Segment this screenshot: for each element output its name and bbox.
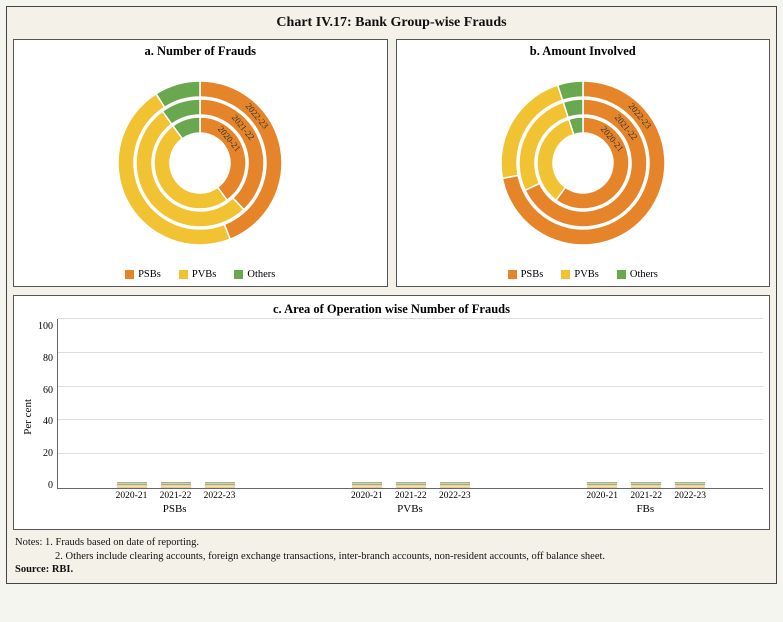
legend-pvbs-b-label: PVBs [574, 269, 599, 280]
x-year-label: 2021-22 [630, 491, 660, 501]
main-title: Chart IV.17: Bank Group-wise Frauds [13, 11, 770, 39]
panel-a: a. Number of Frauds 2020-212021-222022-2… [13, 39, 388, 287]
legend-psbs: PSBs [125, 269, 161, 280]
x-year-label: 2021-22 [395, 491, 425, 501]
legend-others-b-label: Others [630, 269, 658, 280]
grid-line [58, 386, 763, 387]
swatch-pvbs-b [561, 270, 570, 279]
x-label-group: 2020-21 2021-22 2022-23 [57, 489, 292, 501]
panel-c: c. Area of Operation wise Number of Frau… [13, 295, 770, 530]
panel-a-donut: 2020-212021-222022-23 [20, 61, 381, 265]
bar-segment [675, 487, 705, 488]
bar-segment [631, 487, 661, 488]
swatch-psbs [125, 270, 134, 279]
swatch-psbs-b [508, 270, 517, 279]
legend-pvbs-b: PVBs [561, 269, 599, 280]
bar-segment [205, 487, 235, 488]
donut-slice [557, 81, 582, 100]
panel-a-title: a. Number of Frauds [20, 44, 381, 59]
x-group-label: PSBs [57, 503, 292, 515]
y-axis-label: Per cent [20, 399, 34, 435]
bar-segment [396, 487, 426, 488]
notes: Notes: 1. Frauds based on date of report… [13, 530, 770, 577]
plot: 2020-21 2021-22 2022-23 2020-21 2021-22 2022-… [57, 319, 763, 515]
x-year-label: 2020-21 [586, 491, 616, 501]
stacked-bar [631, 482, 661, 488]
note-2: 2. Others include clearing accounts, for… [15, 550, 768, 564]
stacked-bar [352, 482, 382, 488]
legend-others-label: Others [247, 269, 275, 280]
top-row: a. Number of Frauds 2020-212021-222022-2… [13, 39, 770, 287]
bar-group [528, 482, 763, 488]
y-tick: 100 [38, 321, 53, 332]
y-axis-ticks: 100 80 60 40 20 0 [34, 321, 57, 491]
stacked-bar [675, 482, 705, 488]
panel-c-plot-area: Per cent 100 80 60 40 20 0 2020-21 2021-22 2022… [20, 319, 763, 515]
panel-a-legend: PSBs PVBs Others [20, 265, 381, 282]
legend-psbs-label: PSBs [138, 269, 161, 280]
swatch-others-b [617, 270, 626, 279]
x-group-label: PVBs [292, 503, 527, 515]
bar-segment [117, 487, 147, 488]
x-group-labels: PSBsPVBsFBs [57, 503, 763, 515]
swatch-pvbs [179, 270, 188, 279]
bar-group [58, 482, 293, 488]
grid-line [58, 453, 763, 454]
stacked-bar [205, 482, 235, 488]
panel-b: b. Amount Involved 2020-212021-222022-23… [396, 39, 771, 287]
legend-pvbs: PVBs [179, 269, 217, 280]
x-year-label: 2022-23 [674, 491, 704, 501]
panel-b-legend: PSBs PVBs Others [403, 265, 764, 282]
stacked-bar [117, 482, 147, 488]
stacked-bar [396, 482, 426, 488]
stacked-bar [161, 482, 191, 488]
grid-line [58, 352, 763, 353]
legend-pvbs-label: PVBs [192, 269, 217, 280]
plot-inner [57, 319, 763, 489]
x-year-label: 2022-23 [204, 491, 234, 501]
x-year-label: 2022-23 [439, 491, 469, 501]
y-tick: 0 [38, 480, 53, 491]
bar-segment [352, 487, 382, 488]
legend-psbs-b: PSBs [508, 269, 544, 280]
chart-container: Chart IV.17: Bank Group-wise Frauds a. N… [6, 6, 777, 584]
stacked-bar [440, 482, 470, 488]
x-label-group: 2020-21 2021-22 2022-23 [292, 489, 527, 501]
legend-others-b: Others [617, 269, 658, 280]
bars-row [58, 319, 763, 488]
note-1: Notes: 1. Frauds based on date of report… [15, 536, 768, 550]
x-year-labels: 2020-21 2021-22 2022-23 2020-21 2021-22 2022-… [57, 489, 763, 501]
panel-c-legend [20, 515, 763, 523]
stacked-bar [587, 482, 617, 488]
y-tick: 80 [38, 353, 53, 364]
x-year-label: 2021-22 [160, 491, 190, 501]
x-year-label: 2020-21 [116, 491, 146, 501]
legend-psbs-b-label: PSBs [521, 269, 544, 280]
bar-group [293, 482, 528, 488]
y-tick: 60 [38, 385, 53, 396]
panel-b-title: b. Amount Involved [403, 44, 764, 59]
x-year-label: 2020-21 [351, 491, 381, 501]
bar-segment [440, 487, 470, 488]
y-tick: 20 [38, 448, 53, 459]
swatch-others [234, 270, 243, 279]
panel-c-title: c. Area of Operation wise Number of Frau… [20, 302, 763, 317]
bar-segment [587, 487, 617, 488]
grid-line [58, 419, 763, 420]
y-tick: 40 [38, 416, 53, 427]
source: Source: RBI. [15, 563, 768, 577]
source-text: Source: RBI. [15, 564, 73, 575]
bar-segment [161, 487, 191, 488]
x-group-label: FBs [528, 503, 763, 515]
x-label-group: 2020-21 2021-22 2022-23 [528, 489, 763, 501]
panel-b-donut: 2020-212021-222022-23 [403, 61, 764, 265]
grid-line [58, 318, 763, 319]
legend-others: Others [234, 269, 275, 280]
